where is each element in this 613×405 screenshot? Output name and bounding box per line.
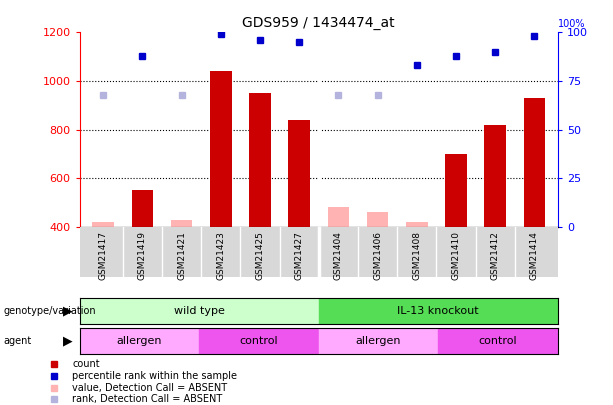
Text: GSM21412: GSM21412 <box>490 231 500 280</box>
Text: GSM21410: GSM21410 <box>451 231 460 280</box>
Text: GSM21417: GSM21417 <box>99 231 108 280</box>
Text: GSM21427: GSM21427 <box>295 231 303 280</box>
Text: 100%: 100% <box>558 19 585 30</box>
Bar <box>288 120 310 227</box>
Bar <box>327 207 349 227</box>
Bar <box>132 190 153 227</box>
Bar <box>445 154 466 227</box>
Bar <box>484 125 506 227</box>
Text: GSM21414: GSM21414 <box>530 231 539 280</box>
Text: GSM21423: GSM21423 <box>216 231 226 280</box>
Text: genotype/variation: genotype/variation <box>3 306 96 316</box>
Bar <box>524 98 545 227</box>
Bar <box>319 328 438 354</box>
Text: control: control <box>479 336 517 346</box>
Text: ▶: ▶ <box>63 335 72 348</box>
Bar <box>171 220 192 227</box>
Text: GSM21421: GSM21421 <box>177 231 186 280</box>
Bar <box>249 93 271 227</box>
Title: GDS959 / 1434474_at: GDS959 / 1434474_at <box>243 16 395 30</box>
Bar <box>406 222 427 227</box>
Text: percentile rank within the sample: percentile rank within the sample <box>72 371 237 381</box>
Text: GSM21408: GSM21408 <box>412 231 421 280</box>
Text: rank, Detection Call = ABSENT: rank, Detection Call = ABSENT <box>72 394 223 404</box>
Text: value, Detection Call = ABSENT: value, Detection Call = ABSENT <box>72 383 227 392</box>
Bar <box>80 298 319 324</box>
Text: ▶: ▶ <box>63 304 72 318</box>
Bar <box>319 298 558 324</box>
Bar <box>367 212 388 227</box>
Text: GSM21404: GSM21404 <box>334 231 343 280</box>
Text: GSM21419: GSM21419 <box>138 231 147 280</box>
Bar <box>210 71 232 227</box>
Bar <box>199 328 319 354</box>
Bar <box>93 222 114 227</box>
Text: GSM21425: GSM21425 <box>256 231 264 280</box>
Text: count: count <box>72 359 100 369</box>
Bar <box>80 328 199 354</box>
Text: GSM21406: GSM21406 <box>373 231 382 280</box>
Text: wild type: wild type <box>174 306 224 316</box>
Text: allergen: allergen <box>116 336 162 346</box>
Text: IL-13 knockout: IL-13 knockout <box>397 306 479 316</box>
Text: agent: agent <box>3 336 31 346</box>
Text: allergen: allergen <box>356 336 402 346</box>
Text: control: control <box>240 336 278 346</box>
Bar <box>438 328 558 354</box>
